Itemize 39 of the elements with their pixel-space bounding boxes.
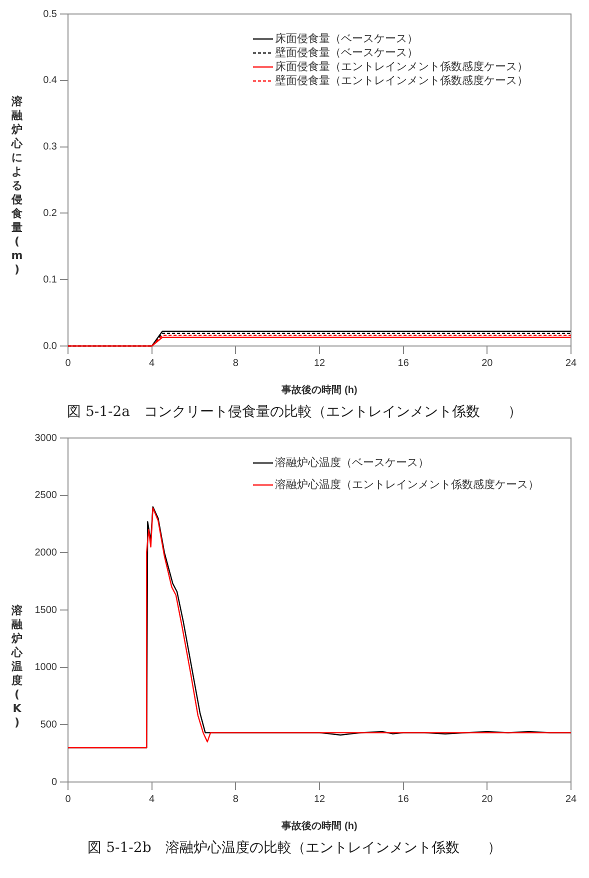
legend-label: 壁面侵食量（ベースケース） [275,46,418,59]
y-tick-label: 0.4 [43,75,58,86]
x-tick-label: 12 [314,794,326,805]
legend-label: 床面侵食量（エントレインメント係数感度ケース） [275,60,528,73]
y-tick-label: 500 [40,719,58,730]
x-tick-label: 20 [482,358,494,369]
y-tick-label: 1500 [34,604,58,616]
x-tick-label: 0 [65,358,72,369]
x-tick-label: 4 [149,794,156,805]
text: 溶融炉心温度 (K) [12,604,22,729]
x-tick-label: 0 [65,794,72,805]
y-tick-label: 0.3 [43,142,58,153]
caption: 図 5-1-2b 溶融炉心温度の比較（エントレインメント係数 ） [86,839,502,858]
x-tick-label: 8 [232,358,239,369]
y-tick-label: 0.2 [43,208,58,219]
legend-label: 溶融炉心温度（エントレインメント係数感度ケース） [275,478,539,491]
caption: 図 5-1-2a コンクリート侵食量の比較（エントレインメント係数 ） [66,403,523,422]
x-tick-label: 8 [232,794,239,805]
x-axis-title: 事故後の時間 (h) [280,384,358,396]
y-tick-label: 2500 [34,490,58,502]
x-tick-label: 4 [149,358,156,369]
y-tick-label: 0.5 [43,8,58,20]
legend-label: 壁面侵食量（エントレインメント係数感度ケース） [275,74,528,87]
x-tick-label: 24 [565,794,577,805]
y-tick-label: 2000 [34,547,58,558]
x-tick-label: 12 [314,358,326,369]
y-tick-label: 0.1 [43,274,58,286]
legend-label: 溶融炉心温度（ベースケース） [275,456,429,469]
y-tick-label: 3000 [34,432,58,444]
y-tick-label: 1000 [34,662,58,674]
y-tick-label: 0 [51,776,58,788]
x-axis-title: 事故後の時間 (h) [280,820,358,832]
x-tick-label: 24 [565,358,577,369]
x-tick-label: 20 [482,794,494,805]
x-tick-label: 16 [398,358,410,369]
text: 溶融炉心による侵食量 (m) [11,95,23,276]
x-tick-label: 16 [398,794,410,805]
y-tick-label: 0.0 [43,340,58,352]
legend-label: 床面侵食量（ベースケース） [275,32,418,45]
